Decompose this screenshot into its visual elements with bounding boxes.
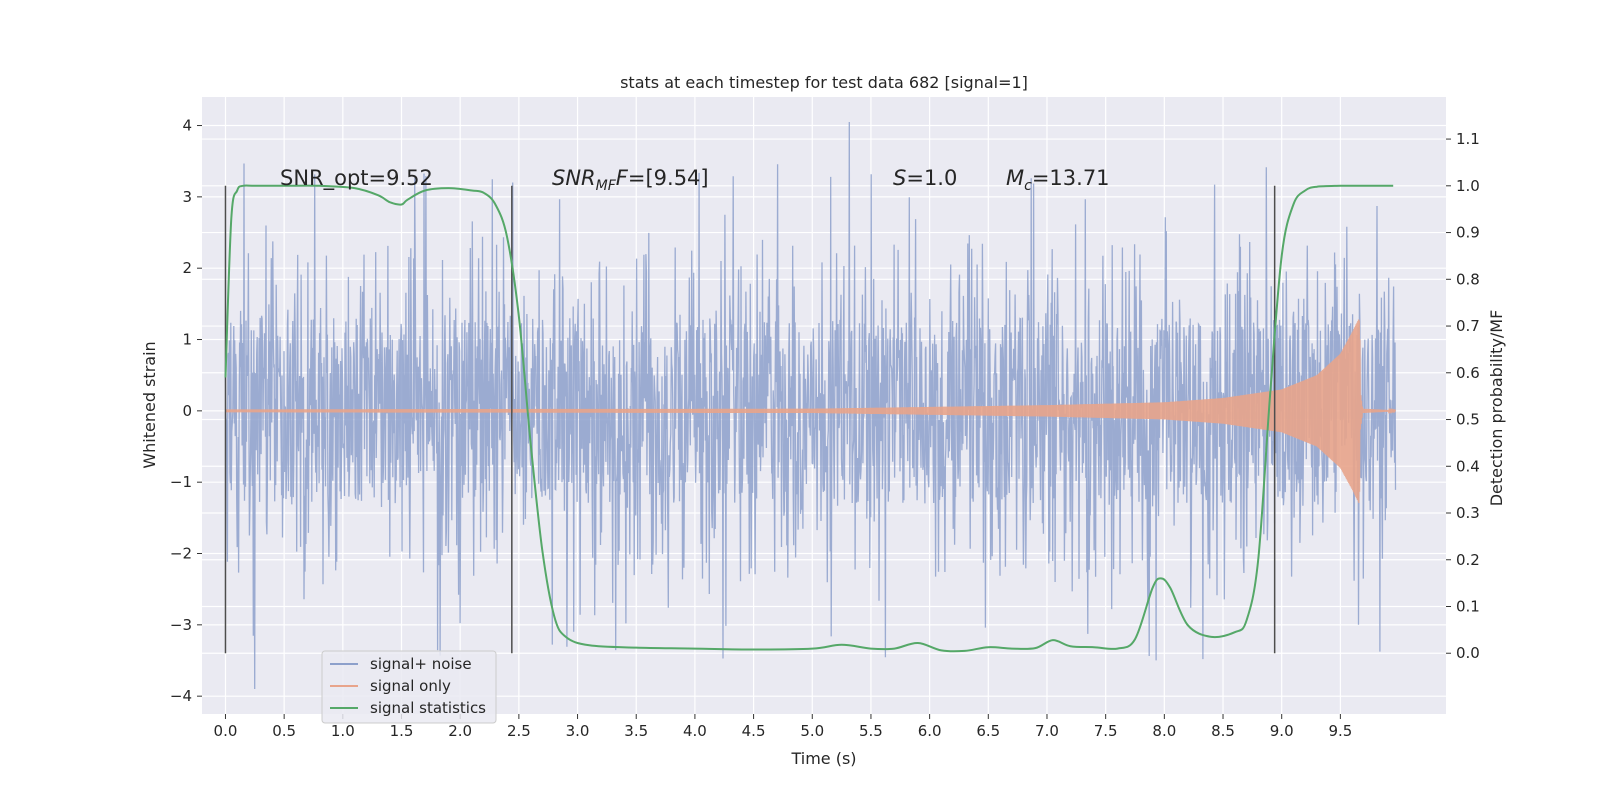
mc-label: M xyxy=(1006,166,1024,190)
signal-statistics-series xyxy=(224,184,1394,653)
x-axis-label: Time (s) xyxy=(790,749,856,768)
snr-mf-prefix: SNR xyxy=(552,166,596,190)
legend: signal+ noise signal only signal statist… xyxy=(321,650,497,724)
y-tick-label: −4 xyxy=(170,687,192,705)
mc-sub: c xyxy=(1024,178,1032,194)
y2-tick-label: 1.1 xyxy=(1456,130,1480,148)
s-label: S xyxy=(893,166,906,190)
y-tick-label: −1 xyxy=(170,473,192,491)
x-tick-label: 6.0 xyxy=(918,722,942,740)
y2-tick-label: 0.7 xyxy=(1456,317,1480,335)
x-tick-label: 3.0 xyxy=(566,722,590,740)
x-tick-label: 2.5 xyxy=(507,722,531,740)
signal-noise-series xyxy=(224,121,1397,690)
legend-signal-only: signal only xyxy=(370,677,451,695)
y-tick-label: −2 xyxy=(170,545,192,563)
x-tick-label: 0.5 xyxy=(272,722,296,740)
x-tick-label: 9.5 xyxy=(1328,722,1352,740)
snr-mf-f: F xyxy=(616,166,629,190)
y-tick-label: 4 xyxy=(182,117,192,135)
x-tick-label: 4.0 xyxy=(683,722,707,740)
y-tick-label: 0 xyxy=(182,402,192,420)
x-tick-label: 2.0 xyxy=(448,722,472,740)
y-tick-label: 3 xyxy=(182,188,192,206)
s-annotation: S=1.0 xyxy=(893,166,957,190)
y-tick-label: 1 xyxy=(182,331,192,349)
snr-mf-annotation: SNRMFF=[9.54] xyxy=(552,166,709,194)
y-axis-label: Whitened strain xyxy=(140,341,159,468)
signal-noise-line xyxy=(224,121,1397,690)
x-tick-label: 8.5 xyxy=(1211,722,1235,740)
snr-mf-sub: MF xyxy=(596,178,617,194)
mc-value: =13.71 xyxy=(1032,166,1110,190)
x-tick-label: 6.5 xyxy=(976,722,1000,740)
s-value: =1.0 xyxy=(906,166,957,190)
legend-signal-noise: signal+ noise xyxy=(370,655,472,673)
x-tick-label: 1.0 xyxy=(331,722,355,740)
y2-tick-label: 0.1 xyxy=(1456,597,1480,615)
x-tick-label: 7.0 xyxy=(1035,722,1059,740)
x-tick-label: 1.5 xyxy=(390,722,414,740)
snr-mf-value: =[9.54] xyxy=(628,166,709,190)
y2-tick-label: 0.4 xyxy=(1456,457,1480,475)
chart-title: stats at each timestep for test data 682… xyxy=(620,73,1028,92)
signal-only-series xyxy=(224,319,1397,504)
snr-opt-annotation: SNR_opt=9.52 xyxy=(280,166,433,191)
ticks: 0.0 0.5 1.0 1.5 2.0 2.5 3.0 3.5 4.0 4.5 5.0 5.5 6.0 6… xyxy=(170,117,1480,740)
y-tick-label: 2 xyxy=(182,259,192,277)
x-tick-label: 9.0 xyxy=(1270,722,1294,740)
x-tick-label: 0.0 xyxy=(214,722,238,740)
y2-tick-label: 0.6 xyxy=(1456,364,1480,382)
y2-tick-label: 0.0 xyxy=(1456,644,1480,662)
x-tick-label: 5.5 xyxy=(859,722,883,740)
signal-only-line xyxy=(224,319,1397,504)
x-tick-label: 5.0 xyxy=(800,722,824,740)
mc-annotation: Mc=13.71 xyxy=(1006,166,1110,194)
x-tick-label: 8.0 xyxy=(1152,722,1176,740)
x-tick-label: 3.5 xyxy=(624,722,648,740)
y2-tick-label: 0.2 xyxy=(1456,551,1480,569)
y2-tick-label: 0.9 xyxy=(1456,224,1480,242)
legend-signal-statistics: signal statistics xyxy=(370,699,486,717)
y2-tick-label: 0.8 xyxy=(1456,270,1480,288)
y-tick-label: −3 xyxy=(170,616,192,634)
y2-tick-label: 0.3 xyxy=(1456,504,1480,522)
x-tick-label: 7.5 xyxy=(1094,722,1118,740)
y2-tick-label: 0.5 xyxy=(1456,411,1480,429)
y2-axis-label: Detection probability/MF xyxy=(1487,310,1506,507)
signal-statistics-line xyxy=(224,184,1394,653)
y2-tick-label: 1.0 xyxy=(1456,177,1480,195)
x-tick-label: 4.5 xyxy=(742,722,766,740)
